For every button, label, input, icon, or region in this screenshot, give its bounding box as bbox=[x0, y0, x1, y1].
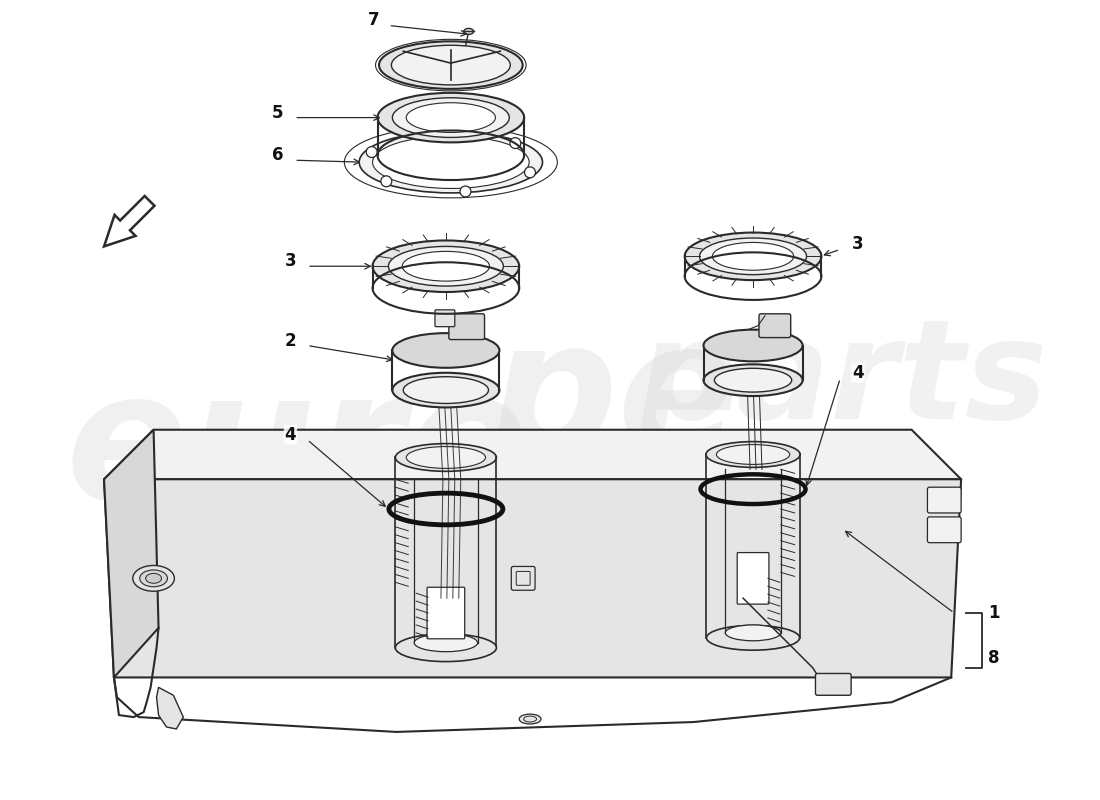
Ellipse shape bbox=[415, 634, 477, 652]
Text: 5: 5 bbox=[272, 104, 284, 122]
Ellipse shape bbox=[379, 42, 522, 89]
Circle shape bbox=[366, 146, 377, 158]
FancyBboxPatch shape bbox=[815, 674, 851, 695]
Ellipse shape bbox=[373, 241, 519, 292]
Circle shape bbox=[381, 176, 392, 186]
Ellipse shape bbox=[406, 446, 485, 468]
Polygon shape bbox=[104, 196, 154, 246]
Text: parts: parts bbox=[637, 313, 1047, 448]
FancyBboxPatch shape bbox=[737, 553, 769, 604]
FancyBboxPatch shape bbox=[427, 587, 464, 638]
FancyBboxPatch shape bbox=[449, 314, 484, 339]
Text: euro: euro bbox=[65, 362, 529, 538]
Text: 7: 7 bbox=[367, 11, 380, 30]
FancyBboxPatch shape bbox=[927, 487, 961, 513]
Ellipse shape bbox=[713, 242, 794, 270]
Ellipse shape bbox=[360, 131, 542, 193]
Ellipse shape bbox=[395, 634, 496, 662]
Circle shape bbox=[525, 167, 536, 178]
Ellipse shape bbox=[404, 377, 488, 403]
Ellipse shape bbox=[373, 136, 529, 189]
Text: 4: 4 bbox=[285, 426, 296, 444]
Ellipse shape bbox=[716, 445, 790, 465]
Text: 3: 3 bbox=[852, 235, 864, 254]
FancyBboxPatch shape bbox=[759, 314, 791, 338]
Ellipse shape bbox=[704, 364, 803, 396]
Ellipse shape bbox=[725, 625, 781, 641]
Polygon shape bbox=[104, 430, 961, 479]
Ellipse shape bbox=[714, 368, 792, 392]
Ellipse shape bbox=[393, 98, 509, 138]
Text: a passion for parts since 1985: a passion for parts since 1985 bbox=[318, 539, 672, 637]
Ellipse shape bbox=[145, 574, 162, 583]
Polygon shape bbox=[104, 430, 158, 678]
Ellipse shape bbox=[140, 570, 167, 586]
Ellipse shape bbox=[392, 46, 510, 85]
Text: 3: 3 bbox=[285, 252, 296, 270]
Ellipse shape bbox=[395, 443, 496, 471]
Text: 2: 2 bbox=[285, 331, 296, 350]
Ellipse shape bbox=[684, 233, 822, 280]
FancyBboxPatch shape bbox=[434, 310, 454, 326]
Polygon shape bbox=[156, 687, 184, 729]
Ellipse shape bbox=[704, 330, 803, 362]
Ellipse shape bbox=[133, 566, 175, 591]
Text: pe: pe bbox=[488, 312, 740, 488]
Text: 1: 1 bbox=[988, 604, 1000, 622]
Ellipse shape bbox=[706, 626, 800, 650]
Ellipse shape bbox=[393, 333, 499, 368]
FancyBboxPatch shape bbox=[512, 566, 535, 590]
Circle shape bbox=[510, 138, 520, 149]
Ellipse shape bbox=[519, 714, 541, 724]
Ellipse shape bbox=[393, 373, 499, 407]
Ellipse shape bbox=[406, 102, 495, 133]
Ellipse shape bbox=[706, 442, 800, 467]
Circle shape bbox=[431, 127, 442, 138]
Ellipse shape bbox=[377, 93, 525, 142]
Ellipse shape bbox=[403, 251, 490, 281]
Polygon shape bbox=[104, 479, 961, 678]
Text: 8: 8 bbox=[988, 649, 1000, 666]
Ellipse shape bbox=[388, 246, 504, 286]
Ellipse shape bbox=[464, 29, 474, 34]
Circle shape bbox=[460, 186, 471, 197]
Text: 6: 6 bbox=[272, 146, 284, 164]
Text: 4: 4 bbox=[852, 364, 864, 382]
Ellipse shape bbox=[700, 238, 806, 274]
FancyBboxPatch shape bbox=[927, 517, 961, 542]
